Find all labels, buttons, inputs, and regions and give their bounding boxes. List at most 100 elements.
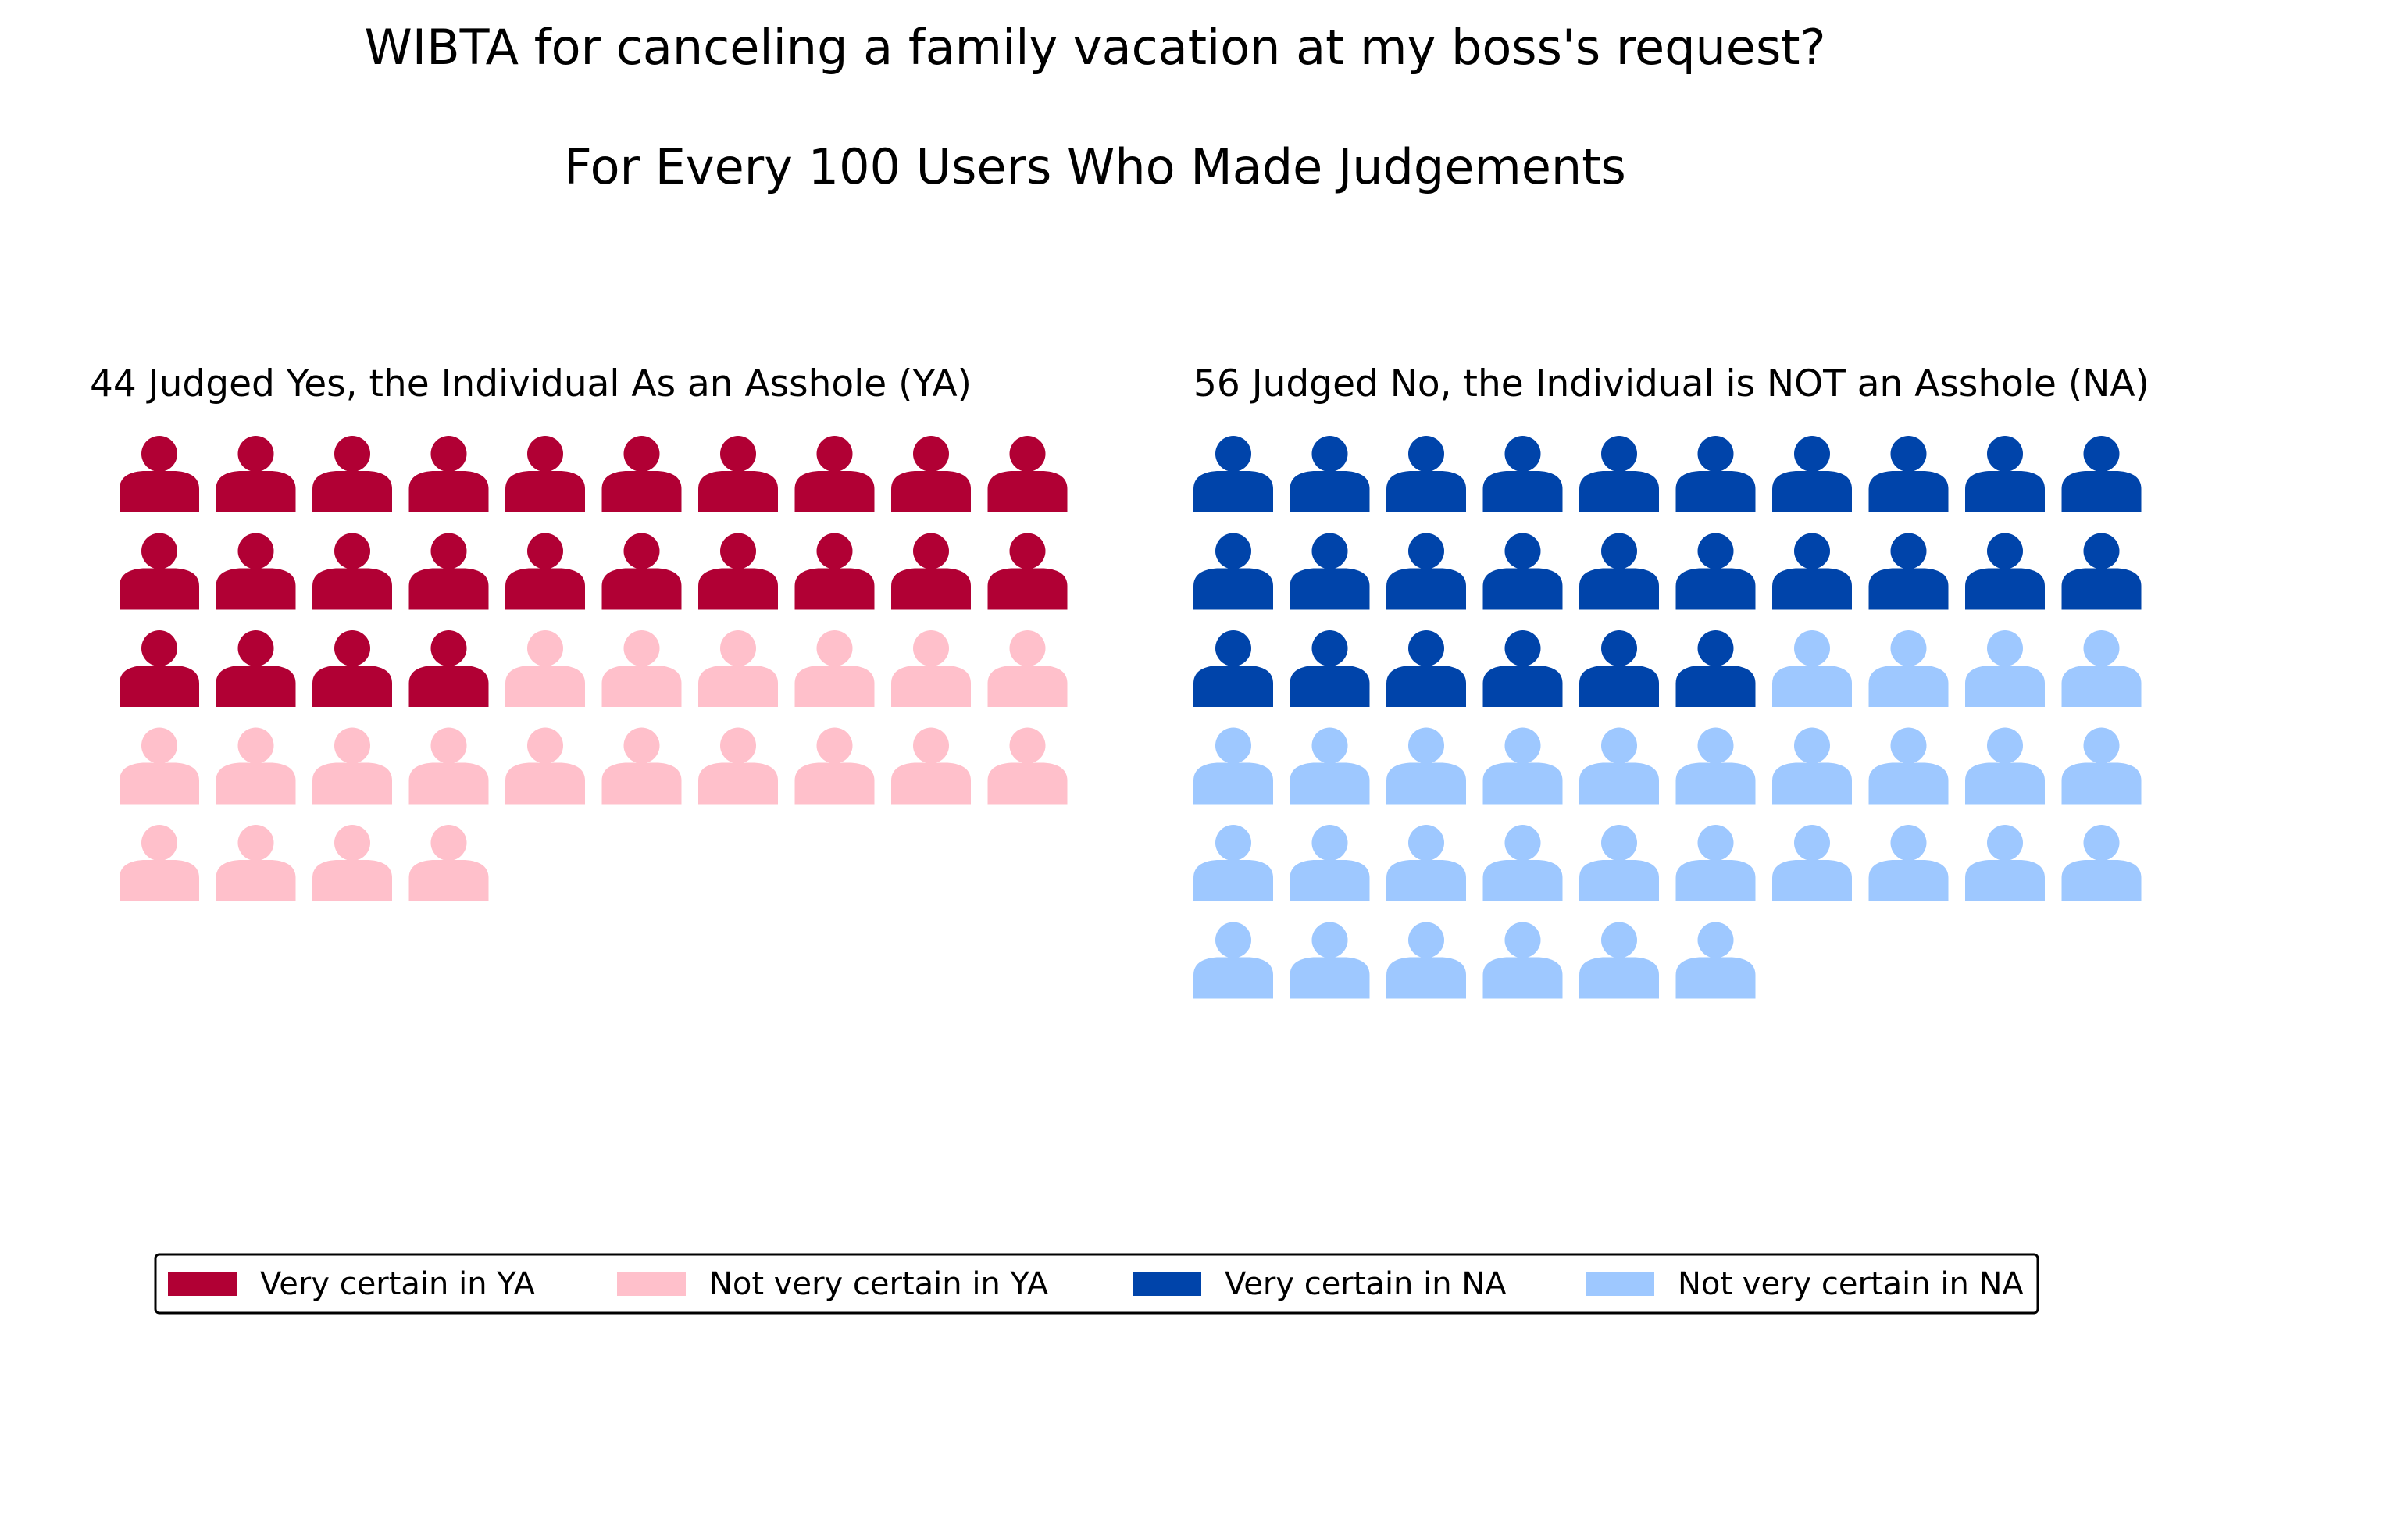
person-icon xyxy=(601,533,682,610)
person-icon xyxy=(120,825,199,901)
person-icon xyxy=(2061,630,2142,707)
panel-title: 44 Judged Yes, the Individual As an Assh… xyxy=(90,362,972,405)
person-icon xyxy=(1193,922,1273,999)
person-icon xyxy=(1675,533,1756,610)
person-icon xyxy=(312,436,392,512)
person-icon xyxy=(505,630,585,707)
person-icon xyxy=(1965,727,2045,805)
person-icon xyxy=(1772,533,1852,610)
legend-entry: Very certain in NA xyxy=(1133,1266,1507,1302)
person-icon xyxy=(1386,922,1466,999)
person-icon xyxy=(1386,825,1466,901)
person-icon xyxy=(1579,436,1659,512)
person-icon xyxy=(312,727,392,805)
person-icon xyxy=(1193,727,1273,805)
person-icon xyxy=(1290,825,1370,901)
panels: 44 Judged Yes, the Individual As an Assh… xyxy=(90,362,2149,999)
person-icon xyxy=(1675,825,1756,901)
person-icon xyxy=(1482,436,1563,512)
legend-entry: Very certain in YA xyxy=(168,1266,536,1302)
person-icon xyxy=(698,727,778,805)
legend-swatch xyxy=(1586,1272,1654,1296)
person-icon xyxy=(312,825,392,901)
person-icon xyxy=(1290,533,1370,610)
person-icon xyxy=(120,630,199,707)
person-icon xyxy=(1386,436,1466,512)
person-icon xyxy=(1965,825,2045,901)
person-icon xyxy=(601,630,682,707)
person-icon xyxy=(1193,630,1273,707)
person-icon xyxy=(1965,436,2045,512)
legend-label: Very certain in NA xyxy=(1225,1266,1507,1302)
person-icon xyxy=(1675,727,1756,805)
person-icon xyxy=(1772,436,1852,512)
person-icon xyxy=(794,533,875,610)
person-icon xyxy=(1482,727,1563,805)
person-icon xyxy=(1675,922,1756,999)
person-icon xyxy=(1579,922,1659,999)
person-icon xyxy=(1772,825,1852,901)
person-icon xyxy=(505,436,585,512)
person-icon xyxy=(1579,727,1659,805)
legend: Very certain in YA Not very certain in YA… xyxy=(154,1253,2039,1315)
person-icon xyxy=(1193,436,1273,512)
person-icon xyxy=(601,436,682,512)
person-icon xyxy=(216,825,296,901)
person-icon xyxy=(1386,630,1466,707)
legend-swatch xyxy=(1133,1272,1201,1296)
person-icon xyxy=(408,825,489,901)
person-icon xyxy=(2061,727,2142,805)
person-icon xyxy=(1482,630,1563,707)
person-icon xyxy=(987,533,1068,610)
person-icon xyxy=(1482,825,1563,901)
person-icon xyxy=(1482,533,1563,610)
person-icon xyxy=(120,533,199,610)
person-icon xyxy=(216,436,296,512)
person-icon xyxy=(312,630,392,707)
person-icon xyxy=(794,630,875,707)
person-icon xyxy=(1772,727,1852,805)
person-icon xyxy=(1965,630,2045,707)
legend-swatch xyxy=(168,1272,237,1296)
person-icon xyxy=(891,630,971,707)
person-icon xyxy=(1579,630,1659,707)
person-icon xyxy=(1675,630,1756,707)
person-icon xyxy=(987,436,1068,512)
person-icon xyxy=(794,436,875,512)
person-icon xyxy=(1193,825,1273,901)
person-icon xyxy=(891,533,971,610)
person-icon xyxy=(1772,630,1852,707)
person-icon xyxy=(408,533,489,610)
person-icon xyxy=(2061,436,2142,512)
person-icon xyxy=(1868,630,1949,707)
legend-label: Not very certain in NA xyxy=(1678,1266,2024,1302)
person-icon xyxy=(120,727,199,805)
person-icon xyxy=(698,533,778,610)
person-icon xyxy=(1579,825,1659,901)
person-icon xyxy=(408,727,489,805)
person-icon xyxy=(216,533,296,610)
person-icon xyxy=(987,630,1068,707)
legend-label: Not very certain in YA xyxy=(709,1266,1049,1302)
legend-frame xyxy=(154,1253,2039,1315)
person-icon xyxy=(891,727,971,805)
panel-title: 56 Judged No, the Individual is NOT an A… xyxy=(1193,362,2149,405)
person-icon xyxy=(1386,727,1466,805)
legend-entry: Not very certain in YA xyxy=(617,1266,1049,1302)
person-icon xyxy=(216,630,296,707)
person-icon xyxy=(987,727,1068,805)
person-icon xyxy=(1868,436,1949,512)
person-icon xyxy=(505,533,585,610)
person-icon xyxy=(1386,533,1466,610)
person-icon xyxy=(698,436,778,512)
person-icon xyxy=(794,727,875,805)
legend-items: Very certain in YA Not very certain in YA… xyxy=(168,1266,2024,1302)
person-icon xyxy=(601,727,682,805)
person-icon xyxy=(120,436,199,512)
person-icon xyxy=(1290,727,1370,805)
person-icon xyxy=(1290,630,1370,707)
person-icon xyxy=(1868,533,1949,610)
person-icon xyxy=(698,630,778,707)
person-icon xyxy=(1579,533,1659,610)
